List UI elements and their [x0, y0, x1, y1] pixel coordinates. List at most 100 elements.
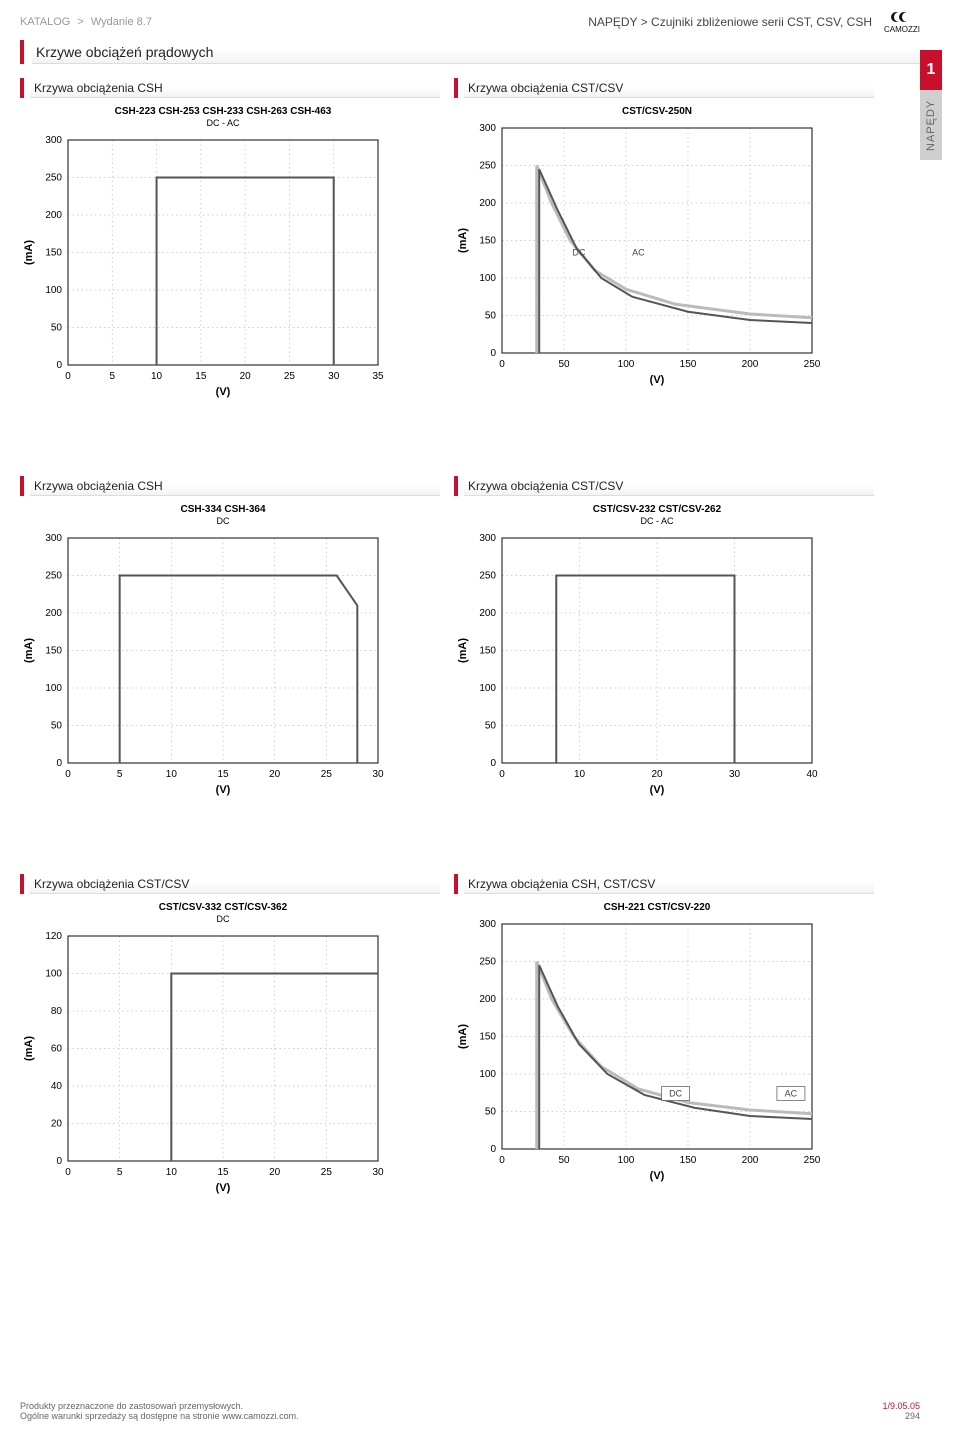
- side-tab-number: 1: [920, 50, 942, 90]
- chart-card: Krzywa obciążenia CSH, CST/CSVCSH-221 CS…: [454, 874, 874, 1208]
- svg-text:20: 20: [240, 371, 252, 382]
- card-title-row: Krzywa obciążenia CSH: [20, 476, 440, 496]
- card-title-text: Krzywa obciążenia CST/CSV: [464, 476, 874, 496]
- svg-text:0: 0: [490, 348, 496, 359]
- svg-text:0: 0: [56, 758, 62, 769]
- footer-page: 294: [882, 1411, 920, 1421]
- breadcrumb-sep: >: [641, 15, 648, 29]
- svg-text:(V): (V): [216, 386, 231, 398]
- svg-text:0: 0: [56, 1156, 62, 1167]
- chart-card: Krzywa obciążenia CST/CSV CST/CSV-232 CST…: [454, 476, 874, 810]
- chart-svg: CST/CSV-232 CST/CSV-262DC - AC0501001502…: [454, 502, 874, 807]
- brand-name: CAMOZZI: [884, 26, 920, 34]
- svg-text:200: 200: [45, 608, 62, 619]
- svg-text:50: 50: [51, 721, 63, 732]
- svg-text:200: 200: [479, 198, 496, 209]
- svg-text:5: 5: [117, 769, 123, 780]
- svg-text:200: 200: [479, 994, 496, 1005]
- path-line: NAPĘDY > Czujniki zbliżeniowe serii CST,…: [588, 15, 872, 29]
- chart-subtitle: DC: [217, 914, 230, 924]
- svg-text:100: 100: [45, 683, 62, 694]
- svg-text:20: 20: [51, 1119, 63, 1130]
- card-title-text: Krzywa obciążenia CSH: [30, 78, 440, 98]
- svg-text:50: 50: [485, 311, 497, 322]
- footer-right: 1/9.05.05 294: [882, 1401, 920, 1421]
- chart-svg: CSH-334 CSH-364DC05010015020025030005101…: [20, 502, 440, 807]
- svg-text:40: 40: [51, 1081, 63, 1092]
- card-title-text: Krzywa obciążenia CST/CSV: [464, 78, 874, 98]
- svg-text:300: 300: [45, 135, 62, 146]
- chart-title: CSH-223 CSH-253 CSH-233 CSH-263 CSH-463: [115, 106, 332, 117]
- card-title-row: Krzywa obciążenia CST/CSV: [20, 874, 440, 894]
- side-tabs: 1 NAPĘDY: [920, 50, 942, 160]
- svg-text:100: 100: [618, 359, 635, 370]
- footer-line-1: Produkty przeznaczone do zastosowań prze…: [20, 1401, 299, 1411]
- svg-text:0: 0: [490, 1144, 496, 1155]
- charts-grid: Krzywa obciążenia CSH CSH-223 CSH-253 CSH…: [20, 78, 890, 1208]
- chart-title: CSH-334 CSH-364: [180, 504, 265, 515]
- svg-text:(mA): (mA): [23, 1036, 35, 1061]
- svg-text:150: 150: [680, 1155, 697, 1166]
- svg-text:100: 100: [618, 1155, 635, 1166]
- svg-text:30: 30: [372, 769, 384, 780]
- svg-text:250: 250: [45, 173, 62, 184]
- svg-text:250: 250: [479, 957, 496, 968]
- svg-text:0: 0: [499, 1155, 505, 1166]
- svg-text:AC: AC: [785, 1089, 798, 1099]
- svg-text:(V): (V): [650, 1170, 665, 1182]
- footer-left: Produkty przeznaczone do zastosowań prze…: [20, 1401, 299, 1421]
- chart-svg: CST/CSV-250N0501001502002503000501001502…: [454, 104, 874, 409]
- footer-code: 1/9.05.05: [882, 1401, 920, 1411]
- card-title-bar: [454, 476, 458, 496]
- svg-text:0: 0: [499, 359, 505, 370]
- svg-text:100: 100: [45, 969, 62, 980]
- svg-text:0: 0: [65, 1167, 71, 1178]
- svg-text:200: 200: [479, 608, 496, 619]
- svg-text:(mA): (mA): [457, 228, 469, 253]
- chart-card: Krzywa obciążenia CSHCSH-334 CSH-364DC05…: [20, 476, 440, 810]
- svg-text:(mA): (mA): [23, 638, 35, 663]
- chart-card: Krzywa obciążenia CSH CSH-223 CSH-253 CSH…: [20, 78, 440, 412]
- breadcrumb-sep: >: [77, 16, 83, 28]
- section-title: Krzywe obciążeń prądowych: [32, 40, 920, 64]
- card-title-bar: [454, 874, 458, 894]
- svg-text:100: 100: [45, 285, 62, 296]
- card-title-row: Krzywa obciążenia CST/CSV: [454, 78, 874, 98]
- svg-text:100: 100: [479, 273, 496, 284]
- chart-svg: CSH-223 CSH-253 CSH-233 CSH-263 CSH-463D…: [20, 104, 440, 409]
- card-title-bar: [20, 78, 24, 98]
- svg-text:(V): (V): [216, 784, 231, 796]
- chart-title: CST/CSV-232 CST/CSV-262: [593, 504, 722, 515]
- svg-text:10: 10: [574, 769, 586, 780]
- svg-text:50: 50: [51, 323, 63, 334]
- svg-text:50: 50: [485, 1107, 497, 1118]
- svg-text:15: 15: [217, 1167, 229, 1178]
- chart-title: CST/CSV-332 CST/CSV-362: [159, 902, 288, 913]
- svg-text:0: 0: [490, 758, 496, 769]
- svg-text:15: 15: [195, 371, 207, 382]
- card-title-bar: [454, 78, 458, 98]
- svg-text:200: 200: [45, 210, 62, 221]
- svg-text:150: 150: [680, 359, 697, 370]
- svg-text:(V): (V): [650, 784, 665, 796]
- svg-text:30: 30: [729, 769, 741, 780]
- svg-text:100: 100: [479, 683, 496, 694]
- card-title-row: Krzywa obciążenia CSH, CST/CSV: [454, 874, 874, 894]
- svg-text:150: 150: [479, 236, 496, 247]
- svg-text:20: 20: [269, 769, 281, 780]
- card-title-row: Krzywa obciążenia CST/CSV: [454, 476, 874, 496]
- svg-text:50: 50: [558, 359, 570, 370]
- page-header: KATALOG > Wydanie 8.7 NAPĘDY > Czujniki …: [20, 10, 920, 34]
- card-title-bar: [20, 874, 24, 894]
- svg-text:150: 150: [45, 646, 62, 657]
- section-title-row: Krzywe obciążeń prądowych: [20, 40, 920, 64]
- svg-text:(mA): (mA): [457, 1024, 469, 1049]
- svg-text:250: 250: [804, 359, 821, 370]
- chart-subtitle: DC - AC: [206, 118, 240, 128]
- section-title-bar: [20, 40, 24, 64]
- svg-text:250: 250: [479, 161, 496, 172]
- svg-text:30: 30: [328, 371, 340, 382]
- svg-text:200: 200: [742, 359, 759, 370]
- svg-text:0: 0: [65, 769, 71, 780]
- svg-text:300: 300: [45, 533, 62, 544]
